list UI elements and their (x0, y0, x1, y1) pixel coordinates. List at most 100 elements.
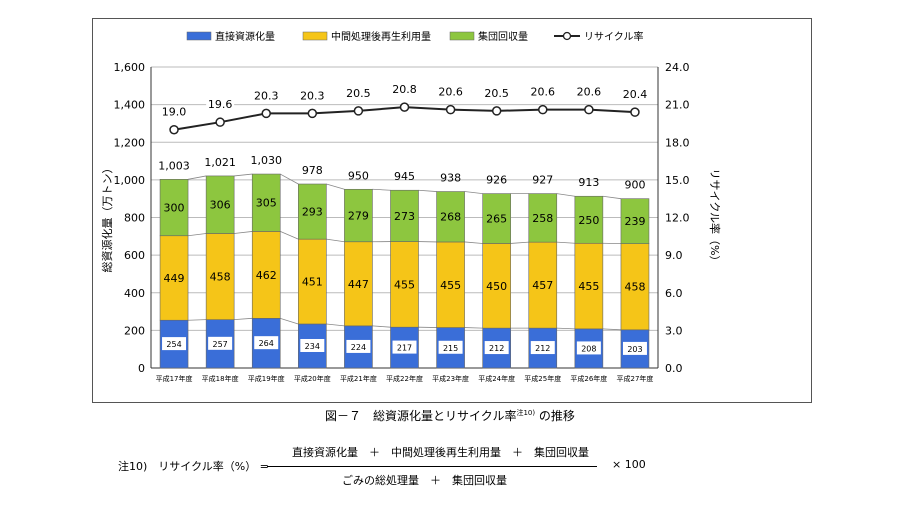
bar-segment (482, 243, 511, 329)
bar-label-box (346, 339, 371, 353)
total-label: 900 (624, 179, 645, 192)
bar-segment (344, 188, 373, 243)
bar-segment (574, 242, 604, 330)
total-label: 1,003 (158, 159, 190, 172)
y-tick-label: 1,600 (114, 61, 146, 74)
bar-value-label: 212 (535, 344, 550, 353)
series-connector (326, 323, 345, 327)
bar-value-label: 217 (397, 344, 412, 353)
formula-denominator: ごみの総処理量 ＋ 集団回収量 (342, 474, 507, 487)
bar-segment (251, 173, 281, 232)
bar-value-label: 264 (259, 339, 274, 348)
rate-point (630, 107, 640, 117)
bar-label-box (484, 341, 509, 355)
rate-value-label: 20.6 (531, 86, 556, 99)
series-connector (556, 327, 575, 330)
formula: 注10) リサイクル率（%） = 直接資源化量 ＋ 中間処理後再生利用量 ＋ 集… (0, 440, 900, 500)
bar-value-label: 257 (212, 340, 227, 349)
bar-value-label: 239 (624, 215, 645, 228)
y2-tick-label: 15.0 (665, 174, 690, 187)
rate-value-label: 20.3 (254, 89, 279, 102)
bar-segment (390, 241, 419, 328)
x-tick-label: 平成18年度 (202, 374, 239, 383)
series-connector (326, 238, 345, 243)
caption-text: 図－７ 総資源化量とリサイクル率 (325, 409, 517, 423)
y-tick-label: 0 (138, 362, 145, 375)
y2-tick-label: 0.0 (665, 362, 683, 375)
rate-point (353, 106, 364, 116)
x-tick-label: 平成24年度 (478, 374, 515, 383)
bar-value-label: 300 (164, 202, 185, 215)
y2-tick-label: 18.0 (665, 136, 690, 149)
rate-value-label: 20.3 (300, 89, 325, 102)
bar-value-label: 457 (532, 279, 553, 292)
series-connector (464, 241, 483, 244)
rate-label-box (436, 85, 465, 99)
formula-label: 注10) リサイクル率（%） = (118, 460, 269, 473)
legend-marker (562, 31, 572, 41)
bar-value-label: 254 (166, 340, 181, 349)
series-connector (280, 317, 299, 325)
caption-suffix: の推移 (538, 409, 575, 423)
rate-point (584, 104, 594, 115)
total-label: 927 (532, 174, 553, 187)
formula-multiplier: × 100 (612, 458, 646, 471)
rate-value-label: 20.6 (577, 86, 602, 99)
series-connector (187, 233, 207, 237)
legend-label: リサイクル率 (584, 30, 644, 43)
rate-value-label: 20.8 (392, 83, 417, 96)
series-connector (464, 191, 483, 195)
rate-point (399, 102, 410, 112)
bar-value-label: 208 (581, 344, 596, 353)
bar-value-label: 279 (348, 210, 369, 223)
rate-label-box (528, 85, 557, 99)
bar-label-box (392, 340, 417, 354)
chart-frame: 0 200 400 600 800 1,000 1,200 1,400 1,600 0.0 3.0 6… (92, 18, 812, 403)
bar-value-label: 258 (532, 212, 553, 225)
rate-value-label: 19.6 (208, 98, 233, 111)
bar-segment (482, 193, 511, 244)
bar-segment (620, 243, 650, 331)
y2-axis-title: リサイクル率（%） (708, 169, 722, 267)
bar-label-box (162, 337, 187, 351)
bar-value-label: 455 (440, 279, 461, 292)
bar-value-label: 458 (210, 271, 231, 284)
bar-value-label: 215 (443, 344, 458, 353)
y-tick-label: 1,400 (114, 99, 146, 112)
bar-value-label: 250 (578, 214, 599, 227)
bar-value-label: 293 (302, 206, 323, 219)
y2-tick-label: 24.0 (665, 61, 690, 74)
rate-point (538, 104, 548, 115)
y2-tick-label: 6.0 (665, 287, 683, 300)
rate-value-label: 20.5 (346, 87, 371, 100)
bar-value-label: 449 (164, 272, 185, 285)
bar-segment (205, 233, 235, 320)
x-tick-label: 平成22年度 (386, 374, 423, 383)
rate-label-box (344, 86, 373, 100)
bar-label-box (530, 341, 555, 355)
bar-segment (205, 175, 235, 234)
series-connector (464, 327, 483, 329)
y-tick-label: 800 (124, 212, 145, 225)
legend-swatch (302, 31, 328, 41)
rate-label-box (206, 98, 235, 112)
bar-value-label: 212 (489, 344, 504, 353)
x-tick-label: 平成23年度 (432, 374, 469, 383)
bar-label-box (438, 340, 463, 354)
bar-segment (436, 191, 465, 243)
rate-point (491, 106, 502, 116)
series-connector (602, 328, 621, 331)
y-tick-label: 1,000 (114, 174, 146, 187)
rate-label-box (298, 89, 327, 103)
x-tick-label: 平成20年度 (294, 374, 331, 383)
rate-point (445, 104, 456, 115)
series-connector (602, 195, 622, 200)
rate-label-box (160, 105, 189, 119)
y2-tick-label: 9.0 (665, 249, 683, 262)
x-tick-label: 平成19年度 (248, 374, 285, 383)
y-tick-label: 600 (124, 249, 145, 262)
rate-point (215, 117, 225, 127)
series-connector (187, 175, 207, 180)
legend-label: 集団回収量 (478, 30, 528, 43)
rate-value-label: 20.6 (438, 86, 463, 99)
